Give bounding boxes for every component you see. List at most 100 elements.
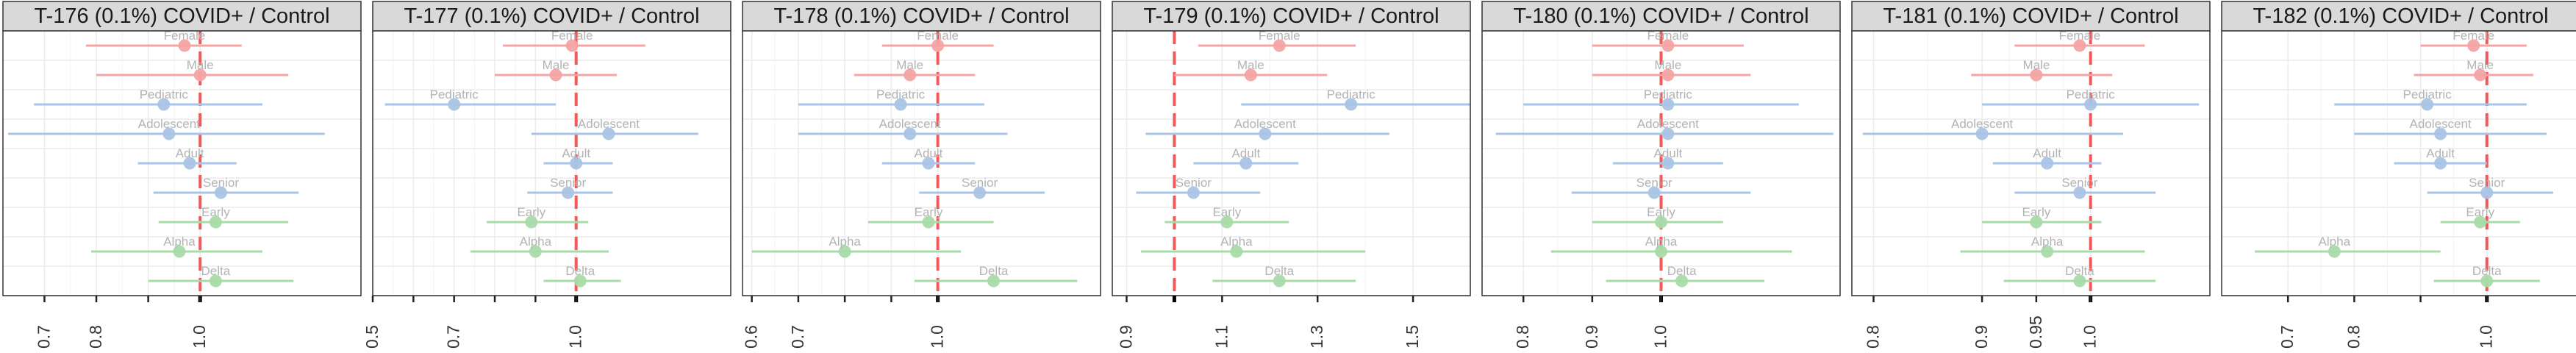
estimate-point xyxy=(2421,98,2434,111)
point-label: Female xyxy=(2059,29,2101,43)
point-label: Male xyxy=(1237,58,1264,72)
point-label: Male xyxy=(2022,58,2050,72)
estimate-point xyxy=(193,68,207,82)
estimate-point xyxy=(1655,245,1667,258)
estimate-point xyxy=(1220,215,1234,229)
point-label: Senior xyxy=(2469,176,2505,190)
point-label: Adult xyxy=(176,146,204,160)
estimate-point xyxy=(1661,98,1675,111)
point-label: Early xyxy=(201,205,230,219)
point-label: Alpha xyxy=(163,235,196,249)
estimate-point xyxy=(1661,127,1675,140)
estimate-point xyxy=(565,39,579,52)
estimate-point xyxy=(2434,127,2447,140)
x-tick-label: 0.9 xyxy=(1582,325,1601,349)
x-tick-label: 1.0 xyxy=(190,325,209,349)
point-label: Pediatric xyxy=(1327,88,1376,101)
estimate-point xyxy=(922,157,935,170)
estimate-point xyxy=(562,186,575,199)
point-label: Female xyxy=(2452,29,2494,43)
point-label: Alpha xyxy=(520,235,552,249)
x-tick-label: 1.1 xyxy=(1212,325,1231,349)
point-label: Delta xyxy=(2472,264,2502,278)
point-label: Adolescent xyxy=(879,117,941,131)
estimate-point xyxy=(2328,245,2341,258)
estimate-point xyxy=(2434,157,2447,170)
x-tick-label: 0.9 xyxy=(1972,325,1991,349)
estimate-point xyxy=(2030,215,2043,229)
estimate-point xyxy=(987,274,1001,288)
point-label: Adolescent xyxy=(138,117,200,131)
point-label: Female xyxy=(1259,29,1300,43)
estimate-point xyxy=(157,98,171,111)
estimate-point xyxy=(1661,39,1675,52)
point-label: Adult xyxy=(915,146,943,160)
panel-strip xyxy=(2,1,362,32)
estimate-point xyxy=(183,157,196,170)
panel-title: T-181 (0.1%) COVID+ / Control xyxy=(1883,4,2178,28)
point-label: Senior xyxy=(962,176,998,190)
point-label: Senior xyxy=(2061,176,2097,190)
point-label: Pediatric xyxy=(2403,88,2452,101)
estimate-point xyxy=(1975,127,1989,140)
estimate-point xyxy=(931,39,945,52)
point-label: Pediatric xyxy=(430,88,479,101)
panel-title: T-180 (0.1%) COVID+ / Control xyxy=(1513,4,1808,28)
point-label: Alpha xyxy=(829,235,861,249)
estimate-point xyxy=(1661,68,1675,82)
point-label: Pediatric xyxy=(140,88,189,101)
point-label: Adolescent xyxy=(1951,117,2013,131)
point-label: Senior xyxy=(550,176,586,190)
point-label: Alpha xyxy=(2319,235,2351,249)
estimate-point xyxy=(1259,127,1272,140)
point-label: Male xyxy=(2466,58,2494,72)
point-label: Pediatric xyxy=(1644,88,1693,101)
panel-strip xyxy=(1481,1,1841,32)
x-tick-label: 0.8 xyxy=(1513,325,1532,349)
estimate-point xyxy=(2041,157,2054,170)
point-label: Adult xyxy=(1653,146,1682,160)
x-tick-label: 1.0 xyxy=(1651,325,1670,349)
point-label: Early xyxy=(2466,205,2494,219)
point-label: Male xyxy=(543,58,570,72)
panel-border xyxy=(372,30,731,296)
point-label: Delta xyxy=(2065,264,2094,278)
x-tick-label: 1.0 xyxy=(566,325,585,349)
estimate-point xyxy=(2073,39,2086,52)
x-tick-label: 0.9 xyxy=(1116,325,1135,349)
point-label: Female xyxy=(917,29,959,43)
estimate-point xyxy=(570,157,583,170)
estimate-point xyxy=(1273,274,1286,288)
estimate-point xyxy=(448,98,461,111)
point-label: Alpha xyxy=(2031,235,2064,249)
x-tick-label: 0.7 xyxy=(2278,325,2297,349)
x-tick-label: 0.8 xyxy=(86,325,105,349)
estimate-point xyxy=(1647,186,1661,199)
estimate-point xyxy=(529,245,542,258)
estimate-point xyxy=(2073,186,2086,199)
point-label: Delta xyxy=(201,264,231,278)
point-label: Male xyxy=(896,58,923,72)
point-label: Adult xyxy=(562,146,590,160)
point-label: Pediatric xyxy=(2067,88,2116,101)
x-tick-label: 0.7 xyxy=(788,325,807,349)
panel-border xyxy=(2,30,362,296)
point-label: Male xyxy=(187,58,214,72)
estimate-point xyxy=(209,215,222,229)
panel-strip xyxy=(2221,1,2576,32)
point-label: Female xyxy=(551,29,593,43)
estimate-point xyxy=(2073,274,2086,288)
x-tick-label: 1.0 xyxy=(2477,325,2496,349)
point-label: Adolescent xyxy=(1637,117,1699,131)
point-label: Adult xyxy=(2033,146,2061,160)
estimate-point xyxy=(178,39,191,52)
estimate-point xyxy=(1675,274,1689,288)
point-label: Alpha xyxy=(1220,235,1253,249)
panel-title: T-176 (0.1%) COVID+ / Control xyxy=(34,4,329,28)
estimate-point xyxy=(894,98,907,111)
